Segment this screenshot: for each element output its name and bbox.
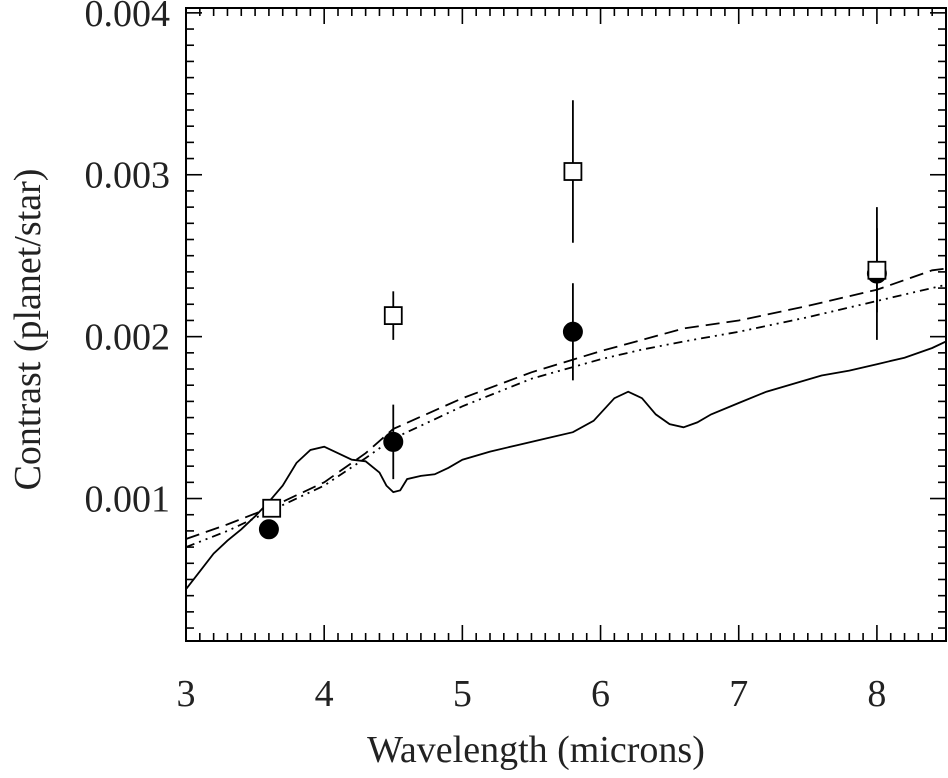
x-tick-label: 4 (315, 673, 334, 715)
x-tick-label: 5 (453, 673, 472, 715)
data-point-square (383, 306, 403, 325)
model-lines (186, 267, 946, 590)
model-curve-dash-dot-dot (186, 283, 946, 548)
axes (185, 7, 947, 642)
x-tick-label: 3 (177, 673, 196, 715)
y-axis-title: Contrast (planet/star) (7, 169, 49, 491)
data-point-square (867, 260, 887, 280)
plot-frame (185, 7, 947, 642)
model-curve-solid (186, 340, 946, 590)
data-point-square (563, 162, 583, 181)
x-tick-label: 8 (867, 673, 886, 715)
data-point-circle (562, 321, 583, 342)
data-points (258, 100, 887, 540)
y-tick-label: 0.004 (85, 0, 171, 35)
y-tick-label: 0.002 (85, 317, 171, 359)
x-tick-label: 6 (591, 673, 610, 715)
model-curve-dashed (186, 267, 946, 540)
y-tick-label: 0.003 (85, 155, 171, 197)
data-point-circle (258, 519, 279, 540)
data-point-circle (383, 431, 404, 452)
y-tick-label: 0.001 (85, 479, 171, 521)
data-point-square (262, 498, 282, 518)
tick-labels: 3 4 5 6 7 8 0.001 0.002 0.003 0.004 (85, 0, 887, 715)
x-tick-label: 7 (729, 673, 748, 715)
x-axis-title: Wavelength (microns) (367, 729, 705, 771)
